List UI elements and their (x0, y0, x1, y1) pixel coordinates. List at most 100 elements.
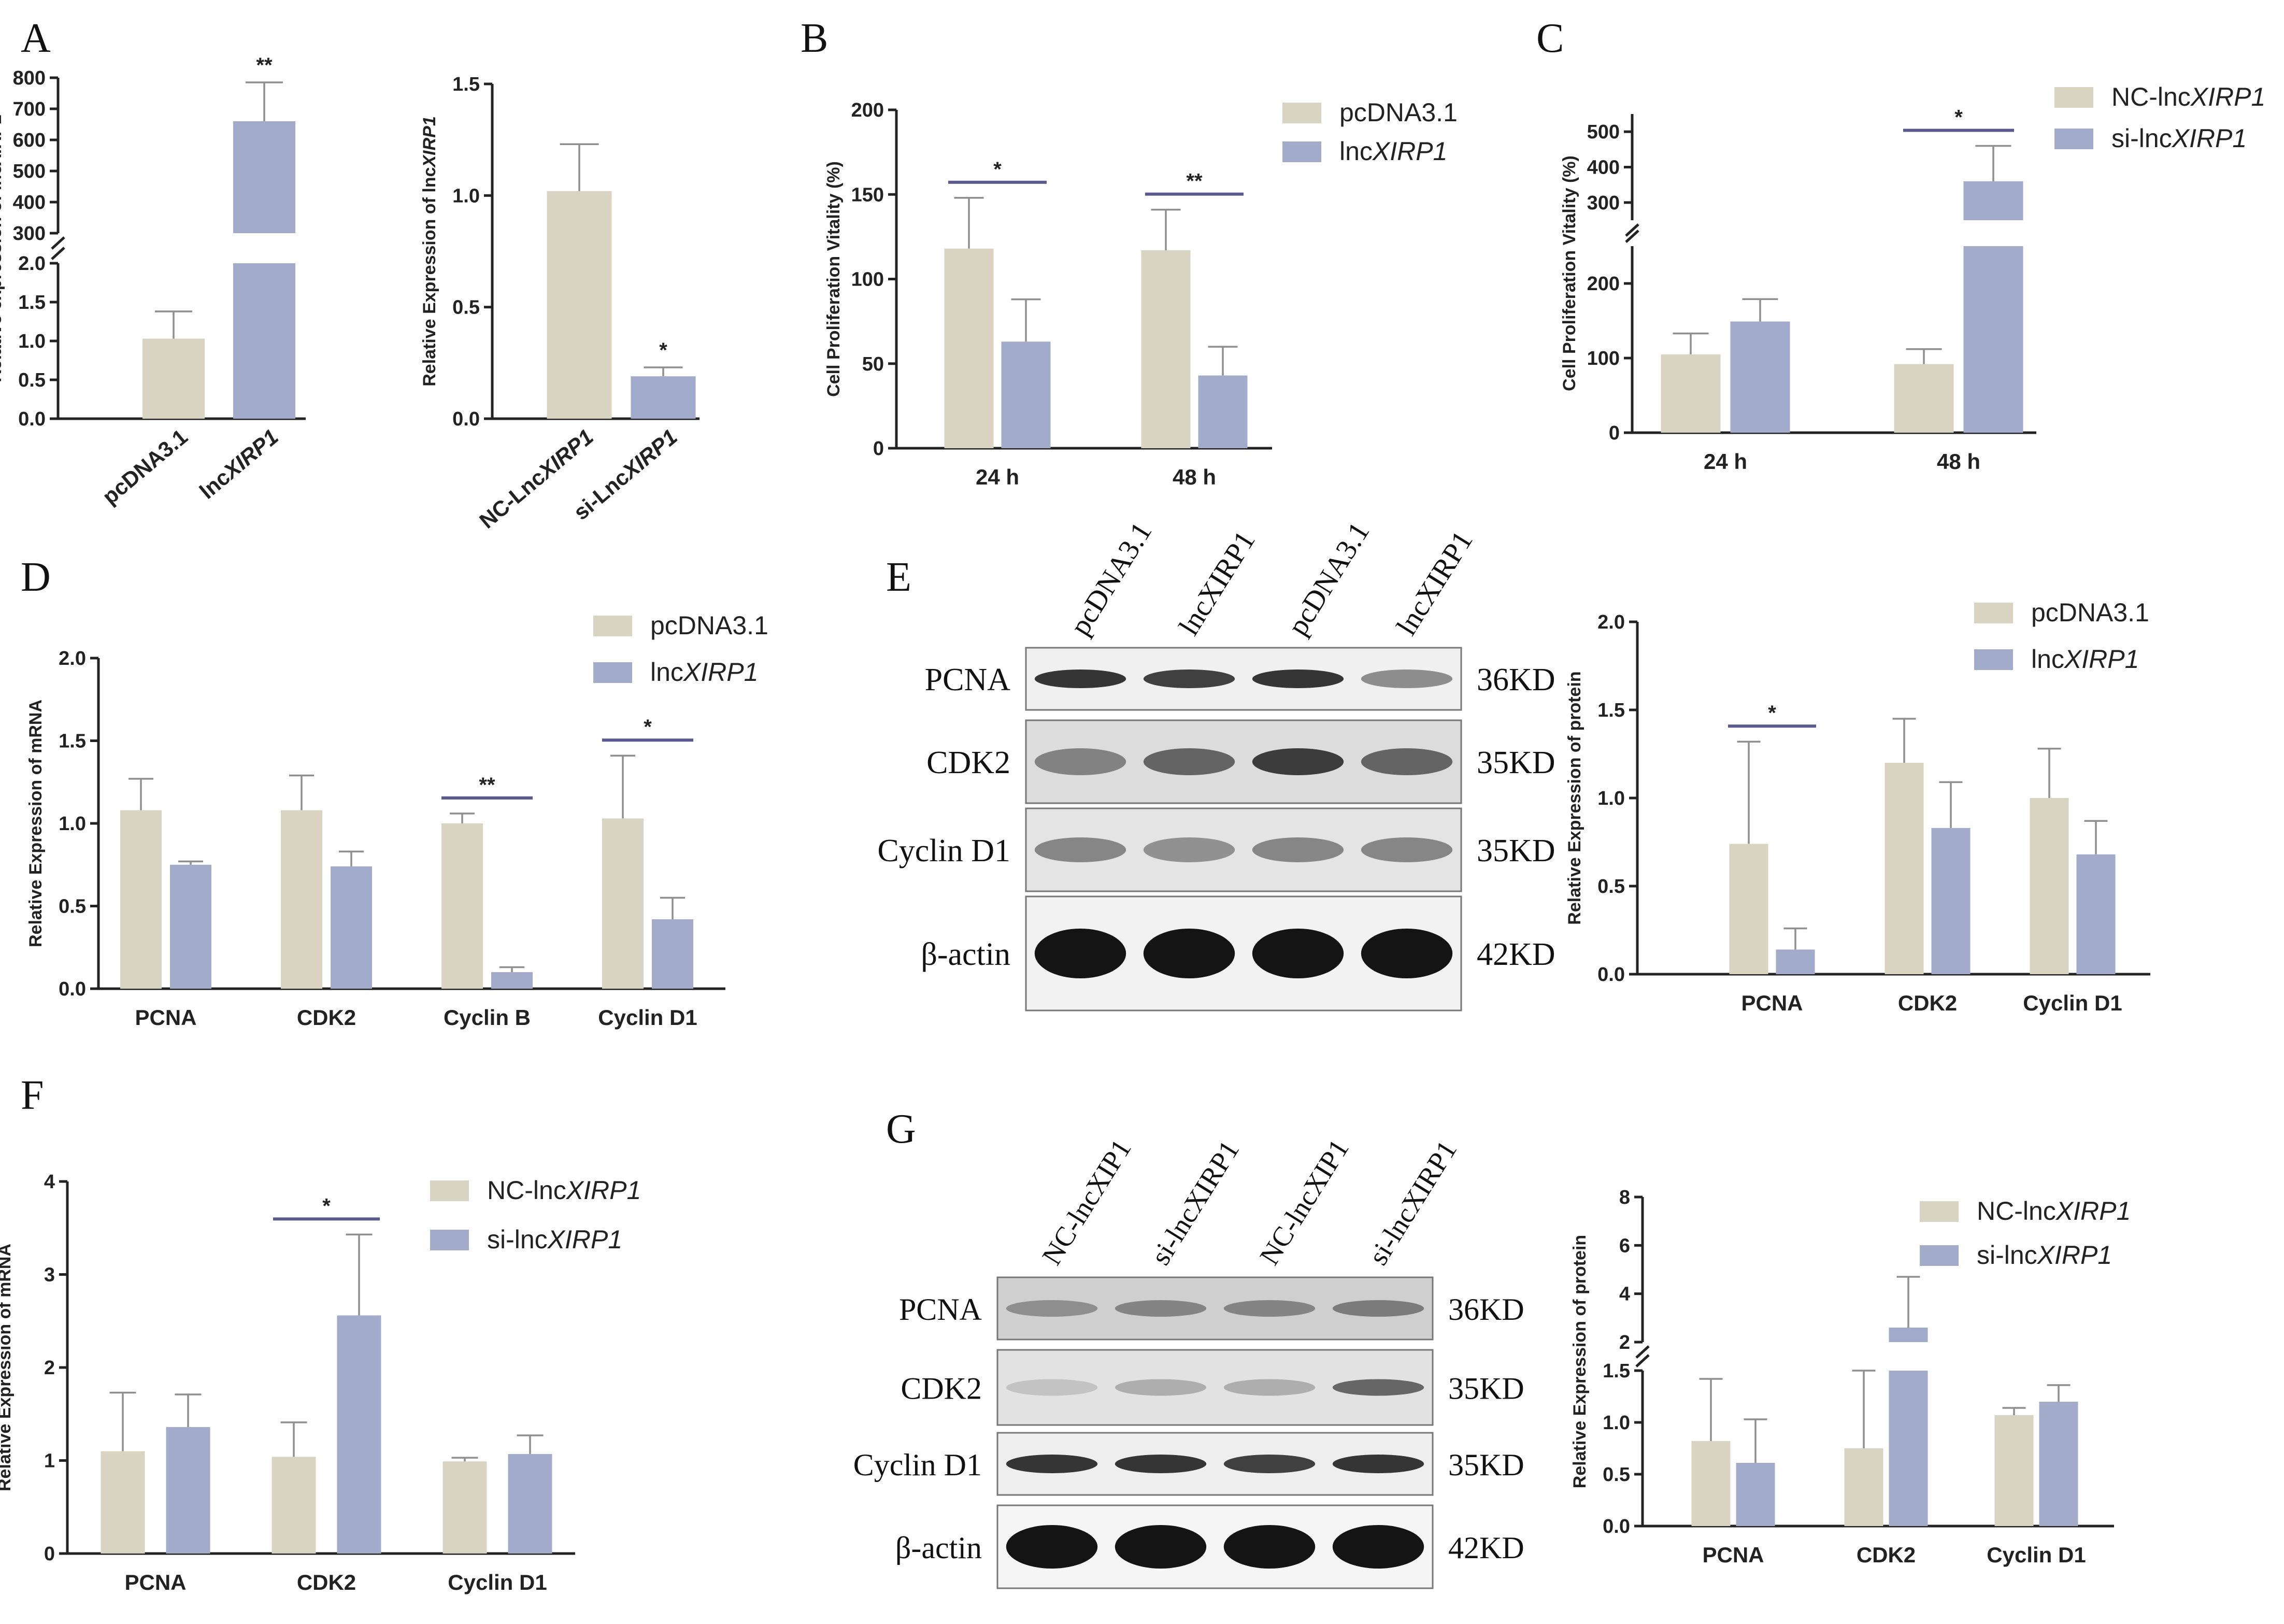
bar (652, 919, 693, 989)
axis-break-mark (51, 247, 65, 260)
y-tick-label: 1.5 (1597, 700, 1625, 721)
blot-band (1252, 669, 1344, 688)
legend-label: lncXIRP1 (650, 658, 758, 687)
blot-band (1252, 748, 1344, 775)
blot-strip (1025, 807, 1462, 892)
x-tick-label: CDK2 (1898, 991, 1957, 1015)
blot-lane-label: NC-lncXIP1 (1036, 1134, 1137, 1270)
x-tick-label: CDK2 (1857, 1543, 1916, 1567)
blot-protein-label: CDK2 (901, 1372, 982, 1406)
legend-label: si-lncXIRP1 (487, 1225, 622, 1254)
significance-marker: * (322, 1194, 331, 1217)
y-axis-label: Relative Expression of mRNA (26, 700, 46, 947)
y-tick-label: 1.0 (1597, 788, 1625, 809)
y-tick-label: 1.0 (452, 185, 480, 207)
blot-band (1006, 1455, 1098, 1473)
y-axis-label: Relative expression of lncXIRP1 (0, 114, 5, 382)
legend-swatch (1920, 1201, 1959, 1222)
x-tick-label: Cyclin D1 (2023, 991, 2122, 1015)
blot-band (1223, 1300, 1316, 1317)
legend-label: pcDNA3.1 (650, 611, 768, 640)
blot-protein-label: Cyclin D1 (877, 833, 1010, 868)
x-tick-label: pcDNA3.1 (98, 424, 192, 509)
legend-label: si-lncXIRP1 (1977, 1241, 2112, 1270)
bar (2039, 1402, 2078, 1526)
legend-label: si-lncXIRP1 (2111, 124, 2247, 153)
y-tick-label: 4 (1619, 1284, 1630, 1305)
y-tick-label: 0.0 (59, 978, 86, 1000)
blot-lane-label: lncXIRP1 (1390, 525, 1479, 641)
legend-swatch (593, 662, 632, 683)
bar-upper (1963, 181, 2023, 220)
blot-size-label: 36KD (1448, 1292, 1524, 1327)
y-axis-label: Relative Expression of mRNA (0, 1244, 15, 1491)
panel-label: B (801, 16, 828, 61)
blot-band (1006, 1300, 1098, 1317)
bar (441, 823, 483, 989)
blot-band (1034, 929, 1126, 978)
significance-marker: ** (1186, 170, 1203, 193)
blot-protein-label: PCNA (899, 1292, 982, 1327)
bar (337, 1315, 381, 1554)
x-tick-label: 48 h (1173, 465, 1216, 489)
panel-label: C (1536, 16, 1564, 61)
y-tick-label: 1.5 (452, 74, 480, 95)
legend-label: NC-lncXIRP1 (1977, 1196, 2131, 1226)
bar (120, 810, 162, 989)
y-tick-label: 200 (851, 99, 884, 121)
bar (1661, 354, 1721, 433)
bar (166, 1427, 210, 1554)
y-tick-label: 0.0 (1597, 964, 1625, 986)
bar (631, 376, 696, 419)
legend-label: pcDNA3.1 (2031, 598, 2149, 627)
y-tick-label: 0 (44, 1543, 55, 1565)
legend-swatch (430, 1230, 469, 1250)
y-tick-label: 500 (13, 161, 46, 182)
y-tick-label: 1.0 (18, 331, 46, 352)
blot-band (1252, 929, 1344, 978)
x-tick-label: Cyclin D1 (448, 1570, 547, 1594)
legend-swatch (2054, 129, 2093, 149)
bar-upper (233, 121, 295, 233)
significance-marker: ** (256, 54, 273, 77)
y-tick-label: 500 (1587, 121, 1620, 143)
blot-lane-label: pcDNA3.1 (1281, 517, 1376, 641)
y-tick-label: 2 (1619, 1332, 1630, 1354)
y-tick-label: 300 (1587, 192, 1620, 214)
y-tick-label: 0.0 (452, 408, 480, 430)
blot-band (1115, 1379, 1207, 1396)
y-tick-label: 2.0 (18, 253, 46, 275)
blot-band (1223, 1455, 1316, 1473)
bar (1776, 949, 1815, 974)
y-tick-label: 0 (1609, 422, 1620, 444)
legend-label: lncXIRP1 (1339, 137, 1447, 166)
y-tick-label: 400 (13, 192, 46, 213)
blot-lane-label: si-lncXIRP1 (1362, 1135, 1463, 1271)
y-tick-label: 1.0 (1603, 1412, 1630, 1434)
y-tick-label: 300 (13, 223, 46, 245)
y-axis-label: Relative Expression of protein (1565, 671, 1584, 924)
bar (1730, 321, 1790, 433)
blot-band (1034, 748, 1126, 775)
bar (1931, 828, 1971, 974)
blot-band (1252, 837, 1344, 862)
y-tick-label: 100 (1587, 348, 1620, 369)
axis-break-mark (1625, 230, 1639, 243)
x-tick-label: PCNA (1702, 1543, 1764, 1567)
y-tick-label: 100 (851, 269, 884, 291)
blot-size-label: 35KD (1448, 1372, 1524, 1406)
y-tick-label: 0.5 (1603, 1464, 1630, 1486)
bar (1963, 246, 2023, 433)
x-tick-label: 48 h (1937, 449, 1980, 474)
blot-band (1143, 929, 1235, 978)
bar (1894, 364, 1954, 433)
axis-break-mark (1635, 1354, 1650, 1367)
blot-band (1115, 1455, 1207, 1473)
blot-band (1332, 1379, 1424, 1396)
panel-label: D (21, 554, 51, 600)
y-tick-label: 2 (44, 1357, 55, 1379)
bar (547, 191, 612, 419)
blot-band (1143, 837, 1235, 862)
blot-band (1361, 837, 1453, 862)
